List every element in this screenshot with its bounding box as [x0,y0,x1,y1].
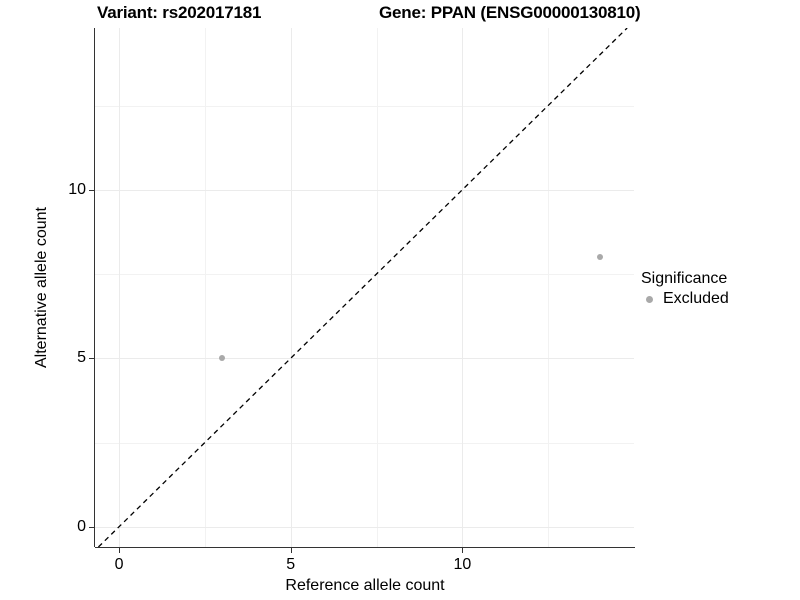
gridline-vert-minor [205,28,206,547]
legend-item-label: Excluded [663,290,729,307]
reference-line-y-equals-x [97,28,628,547]
gridline-horz-major [95,190,634,191]
legend-item: Excluded [641,290,729,308]
legend-title: Significance [641,270,728,287]
gridline-vert-minor [548,28,549,547]
gridline-horz-minor [95,274,634,275]
x-tick-label: 10 [453,556,472,573]
x-axis-line [95,547,635,549]
chart-title-bar: Variant: rs202017181 Gene: PPAN (ENSG000… [0,0,800,28]
y-tick-label: 10 [68,180,86,198]
plot-panel [95,28,634,547]
variant-title: Variant: rs202017181 [97,3,262,22]
gridline-horz-minor [95,106,634,107]
gridline-vert-minor [377,28,378,547]
legend-items: Excluded [641,290,729,308]
legend-dot [646,295,653,303]
y-tick-mark [89,358,94,360]
y-axis-title: Alternative allele count [33,207,50,368]
x-tick-mark [119,548,121,553]
gridline-vert-major [462,28,463,547]
legend: Significance Excluded [641,270,729,308]
x-tick-label: 5 [286,556,296,573]
gridline-horz-major [95,527,634,528]
y-tick-label: 5 [77,349,86,367]
data-point [219,355,226,362]
gridline-vert-major [119,28,120,547]
x-tick-label: 0 [114,556,124,573]
x-tick-mark [290,548,292,553]
data-point [596,254,603,261]
y-axis-line [94,28,96,547]
legend-key-dot-icon [641,291,658,308]
x-tick-mark [462,548,464,553]
gridline-horz-major [95,358,634,359]
gene-title: Gene: PPAN (ENSG00000130810) [379,3,641,22]
y-tick-mark [89,189,94,191]
gridline-horz-minor [95,443,634,444]
y-tick-mark [89,526,94,528]
y-tick-label: 0 [77,517,86,535]
x-axis-title: Reference allele count [285,577,445,594]
gridline-vert-major [291,28,292,547]
